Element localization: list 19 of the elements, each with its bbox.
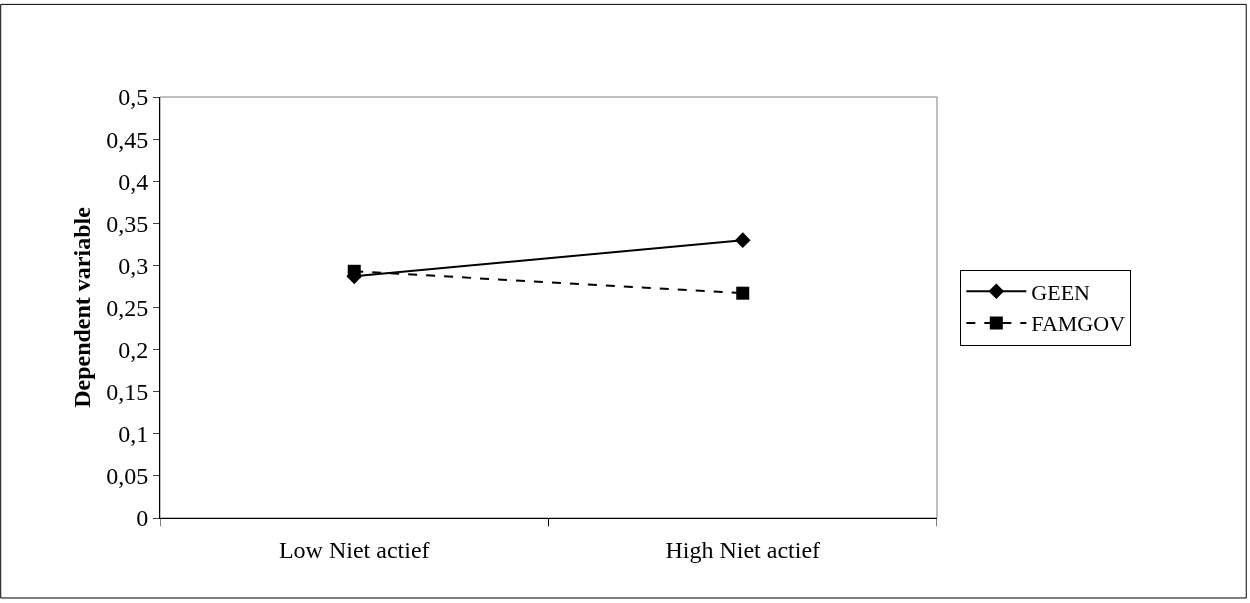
x-tick-label: High Niet actief (665, 536, 821, 563)
legend-label: GEEN (1031, 279, 1091, 305)
y-tick-label: 0 (136, 505, 149, 532)
y-tick-label: 0,05 (106, 463, 149, 490)
y-axis-title: Dependent variable (69, 206, 96, 408)
legend-label: FAMGOV (1031, 311, 1126, 337)
x-tick-label: Low Niet actief (278, 536, 430, 563)
y-tick-label: 0,35 (106, 210, 149, 237)
y-tick-label: 0,3 (118, 252, 149, 279)
y-tick-label: 0,25 (106, 294, 149, 321)
y-tick-label: 0,15 (106, 379, 149, 406)
y-tick-label: 0,4 (118, 168, 149, 195)
y-tick-label: 0,5 (118, 84, 149, 111)
y-tick-label: 0,2 (118, 337, 149, 363)
y-tick-label: 0,1 (118, 421, 149, 448)
y-tick-label: 0,45 (106, 126, 149, 153)
point (736, 286, 750, 300)
point (734, 232, 751, 248)
point (347, 264, 361, 278)
